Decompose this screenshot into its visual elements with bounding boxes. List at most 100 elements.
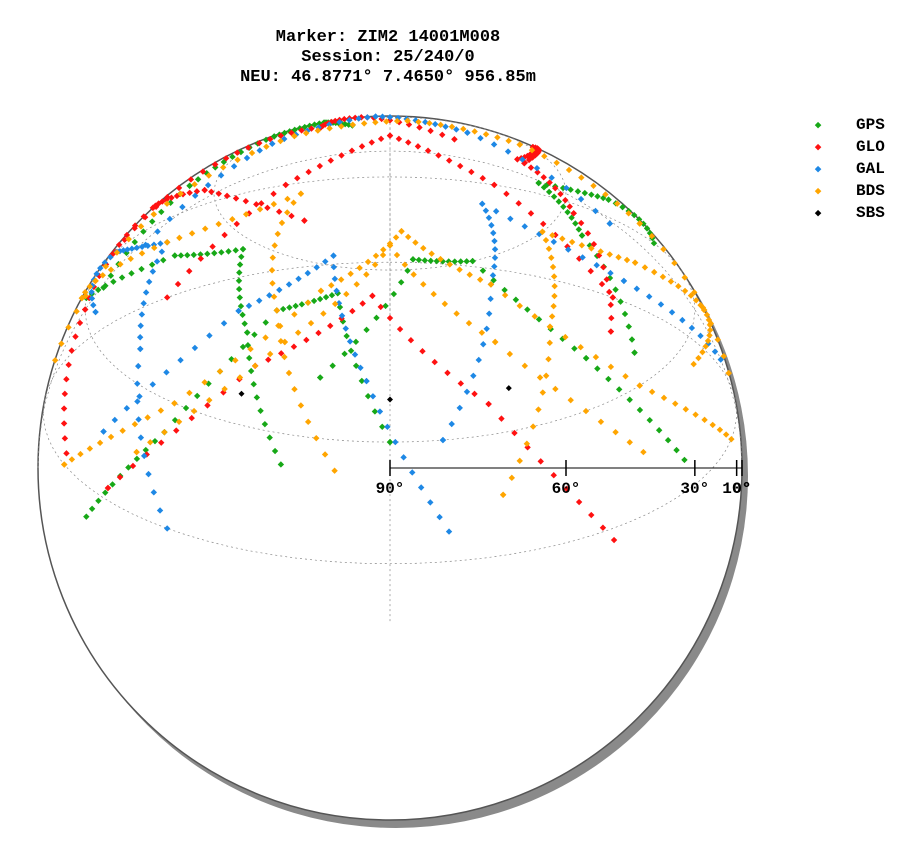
gal-point <box>204 181 212 189</box>
gps-point <box>197 251 204 258</box>
gps-point <box>605 196 612 203</box>
glo-point <box>407 337 415 344</box>
gps-point <box>582 354 590 362</box>
gps-point <box>229 153 236 161</box>
glo-point <box>264 204 271 212</box>
glo-point <box>587 267 594 275</box>
gal-point <box>490 141 498 148</box>
bds-point <box>127 255 134 262</box>
gal-point <box>657 301 665 308</box>
bds-point <box>667 278 675 285</box>
bds-point <box>131 421 139 428</box>
glo-point <box>358 143 366 150</box>
legend-label-bds: BDS <box>856 182 885 200</box>
bds-point <box>117 261 124 268</box>
glo-point <box>140 213 148 220</box>
glo-point <box>158 439 165 446</box>
bds-point <box>501 291 509 299</box>
glo-point <box>163 294 171 301</box>
bds-point <box>86 283 93 290</box>
gal-point <box>490 229 497 237</box>
gps-point <box>341 350 348 358</box>
gps-point <box>186 182 193 189</box>
gps-point <box>373 314 380 322</box>
bds-point <box>161 428 168 436</box>
glo-point <box>368 139 375 146</box>
gal-point <box>333 287 340 295</box>
bds-point <box>491 338 499 346</box>
bds-marker-icon: ◆ <box>814 186 822 198</box>
bds-point <box>506 350 514 358</box>
bds-point <box>420 281 427 288</box>
gps-point <box>225 248 232 255</box>
gal-point <box>448 420 455 428</box>
gps-point <box>347 347 355 355</box>
gps-point <box>328 292 336 299</box>
bds-point <box>379 251 387 259</box>
gps-point <box>352 338 360 346</box>
glo-point <box>188 414 195 422</box>
bds-point <box>177 190 184 197</box>
gal-point <box>145 470 152 478</box>
bds-point <box>626 439 633 446</box>
gal-point <box>136 334 144 341</box>
glo-point <box>215 190 222 197</box>
bds-point <box>171 400 178 407</box>
gps-point <box>617 298 624 305</box>
bds-point <box>420 244 427 252</box>
bds-point <box>499 491 507 498</box>
bds-point <box>460 125 467 133</box>
glo-point <box>327 157 334 164</box>
gal-point <box>436 513 443 521</box>
gal-point <box>456 404 463 412</box>
gps-point <box>612 286 619 293</box>
gps-point <box>640 220 647 227</box>
gal-point <box>606 220 613 227</box>
gal-point <box>276 286 283 294</box>
gal-point <box>521 223 528 230</box>
legend: ◆ GPS ◆ GLO ◆ GAL ◆ BDS ◆ SBS <box>810 114 885 224</box>
bds-point <box>706 326 714 334</box>
bds-point <box>516 141 523 148</box>
gal-point <box>646 293 653 300</box>
bds-point <box>725 369 732 377</box>
bds-point <box>482 131 490 138</box>
bds-point <box>602 191 609 198</box>
gps-point <box>184 252 191 259</box>
gal-point <box>483 325 490 333</box>
bds-point <box>660 246 667 253</box>
gal-point <box>163 525 171 532</box>
glo-point <box>552 184 559 192</box>
bds-point <box>516 302 523 310</box>
bds-point <box>551 282 558 290</box>
gal-point <box>124 246 131 253</box>
gps-point <box>490 277 497 284</box>
bds-point <box>465 319 473 327</box>
bds-point <box>190 407 198 415</box>
gal-point <box>149 381 156 388</box>
bds-point <box>590 182 597 189</box>
bds-point <box>274 230 281 238</box>
gps-point <box>404 267 411 274</box>
bds-point <box>606 251 613 258</box>
bds-point <box>471 128 478 135</box>
gal-point <box>206 332 213 339</box>
glo-point <box>186 267 193 275</box>
gal-point <box>477 134 484 142</box>
glo-point <box>223 192 231 200</box>
glo-point <box>65 361 72 369</box>
bds-point <box>531 313 538 320</box>
gps-point <box>177 252 185 259</box>
gps-point <box>650 240 658 247</box>
bds-point <box>446 261 454 268</box>
glo-point <box>61 435 69 442</box>
gal-point <box>135 362 142 370</box>
gps-point <box>646 229 654 237</box>
gps-point <box>193 392 201 400</box>
gps-point <box>204 250 211 258</box>
bds-point <box>186 389 193 397</box>
glo-point <box>515 200 522 207</box>
bds-point <box>113 249 121 256</box>
gal-point <box>157 240 164 247</box>
gal-point <box>357 364 364 371</box>
